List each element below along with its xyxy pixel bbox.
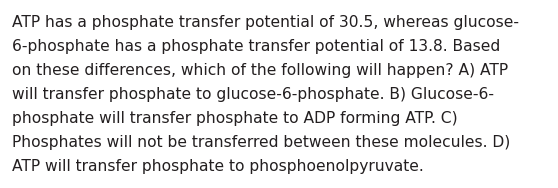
Text: Phosphates will not be transferred between these molecules. D): Phosphates will not be transferred betwe… xyxy=(12,135,511,150)
Text: on these differences, which of the following will happen? A) ATP: on these differences, which of the follo… xyxy=(12,63,508,78)
Text: ATP will transfer phosphate to phosphoenolpyruvate.: ATP will transfer phosphate to phosphoen… xyxy=(12,159,424,174)
Text: ATP has a phosphate transfer potential of 30.5, whereas glucose-: ATP has a phosphate transfer potential o… xyxy=(12,15,519,30)
Text: will transfer phosphate to glucose-6-phosphate. B) Glucose-6-: will transfer phosphate to glucose-6-pho… xyxy=(12,87,494,102)
Text: phosphate will transfer phosphate to ADP forming ATP. C): phosphate will transfer phosphate to ADP… xyxy=(12,111,458,126)
Text: 6-phosphate has a phosphate transfer potential of 13.8. Based: 6-phosphate has a phosphate transfer pot… xyxy=(12,39,501,54)
